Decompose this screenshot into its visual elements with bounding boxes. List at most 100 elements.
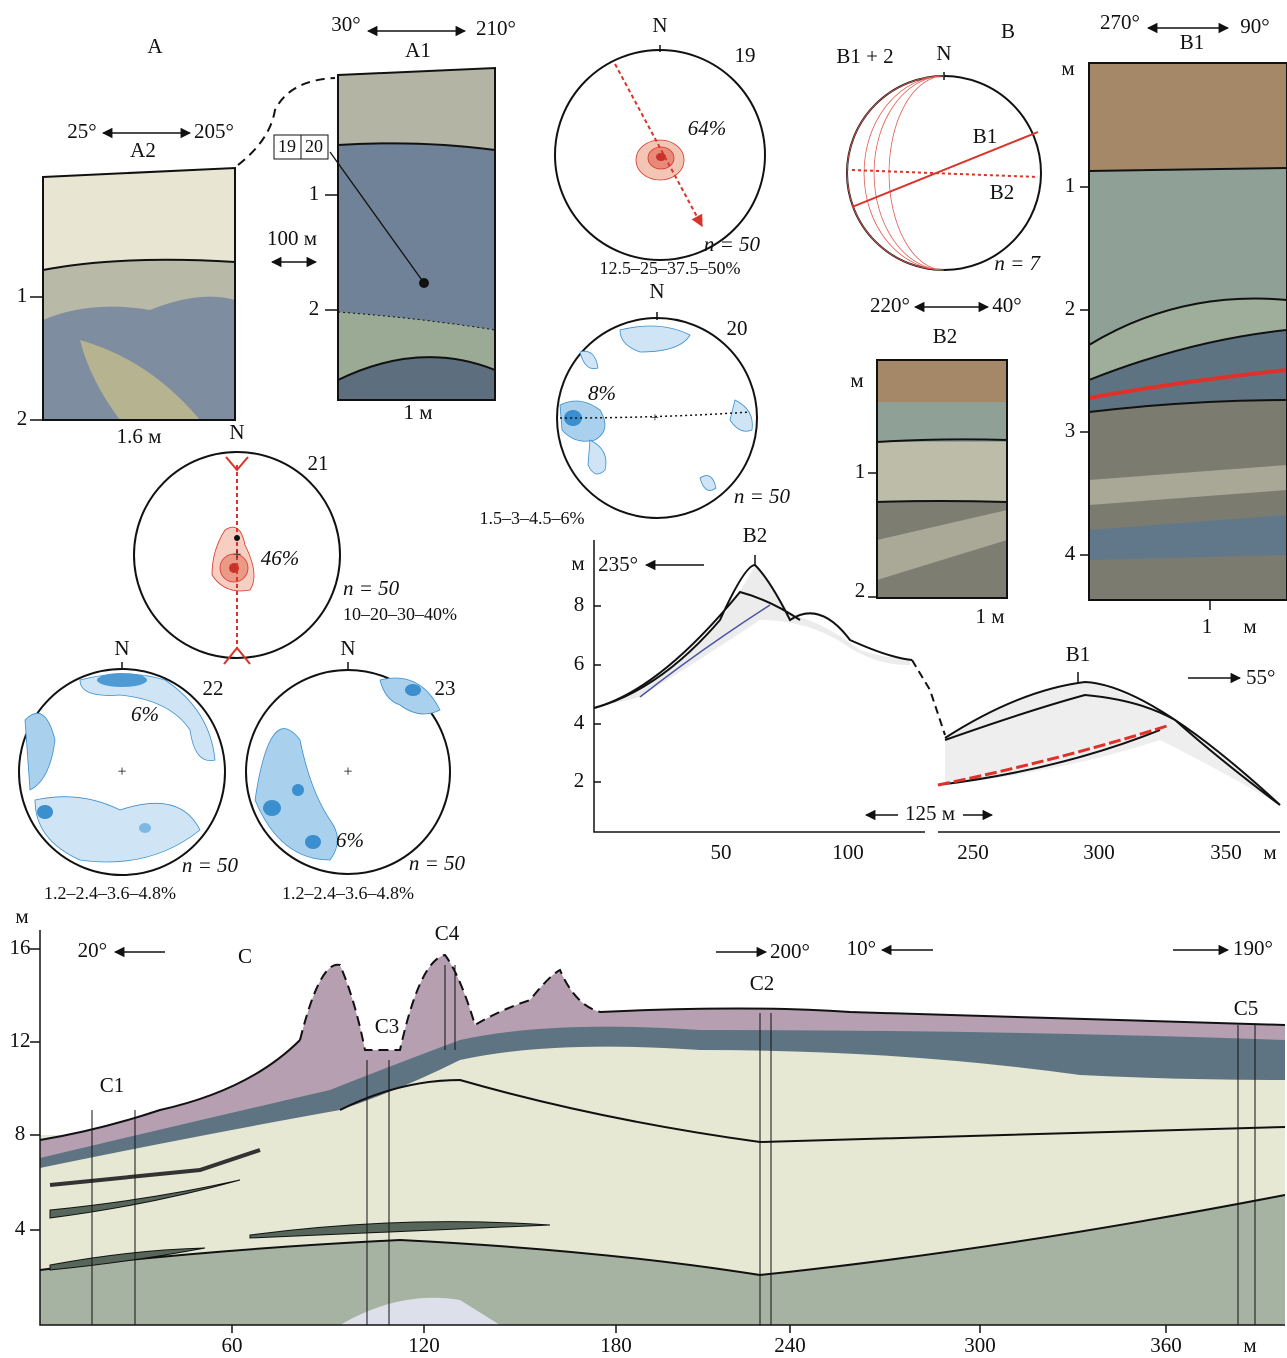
north-label: N bbox=[340, 636, 355, 660]
connector bbox=[237, 77, 336, 166]
site-label: B1 bbox=[1066, 642, 1091, 666]
unit-label: м bbox=[1243, 614, 1256, 638]
width-label: 1 м bbox=[403, 400, 432, 424]
x-tick-label: 240 bbox=[774, 1333, 806, 1357]
azimuth: 25° bbox=[67, 119, 96, 143]
azimuth: 235° bbox=[598, 552, 638, 576]
n-label: n = 50 bbox=[182, 853, 239, 877]
azimuth: 220° bbox=[870, 293, 910, 317]
y-tick-label: 6 bbox=[574, 651, 585, 675]
stereonet-23: + bbox=[245, 662, 451, 875]
max-label: 46% bbox=[261, 546, 300, 570]
azimuth: 90° bbox=[1240, 14, 1269, 38]
contours-label: 10–20–30–40% bbox=[343, 604, 457, 624]
unit-label: м bbox=[850, 368, 863, 392]
y-tick-label: 4 bbox=[574, 710, 585, 734]
depth-label: 2 bbox=[309, 296, 320, 320]
unit-label: м bbox=[1061, 56, 1074, 80]
svg-text:+: + bbox=[232, 547, 241, 564]
x-tick-label: 250 bbox=[957, 840, 989, 864]
depth-label: 1 bbox=[309, 181, 320, 205]
y-tick-label: 12 bbox=[10, 1028, 31, 1052]
x-tick-label: 360 bbox=[1150, 1333, 1182, 1357]
max-label: 6% bbox=[131, 702, 159, 726]
depth-label: 2 bbox=[17, 406, 28, 430]
contours-label: 1.5–3–4.5–6% bbox=[480, 508, 585, 528]
stereonet-number: 23 bbox=[435, 676, 456, 700]
svg-text:+: + bbox=[343, 764, 352, 781]
column-b2 bbox=[876, 359, 1008, 599]
column-a2 bbox=[42, 166, 236, 421]
max-label: 6% bbox=[336, 828, 364, 852]
column-b1 bbox=[1088, 62, 1287, 601]
x-tick-label: 300 bbox=[964, 1333, 996, 1357]
svg-text:+: + bbox=[117, 764, 126, 781]
distance-label: 100 м bbox=[267, 226, 317, 250]
azimuth: 190° bbox=[1233, 936, 1273, 960]
max-label: 64% bbox=[688, 116, 727, 140]
contours-label: 1.2–2.4–3.6–4.8% bbox=[44, 883, 176, 903]
column-a1 bbox=[329, 66, 496, 401]
north-label: N bbox=[936, 41, 951, 65]
max-label: 8% bbox=[588, 381, 616, 405]
column-label: A1 bbox=[405, 38, 431, 62]
stereonet-b bbox=[846, 72, 1042, 271]
x-tick-label: 300 bbox=[1083, 840, 1115, 864]
depth-label: 1 bbox=[1065, 173, 1076, 197]
azimuth: 40° bbox=[992, 293, 1021, 317]
azimuth: 55° bbox=[1246, 665, 1275, 689]
width-label: 1.6 м bbox=[117, 424, 162, 448]
azimuth: 200° bbox=[770, 939, 810, 963]
azimuth: 205° bbox=[194, 119, 234, 143]
site-label: B2 bbox=[743, 523, 768, 547]
azimuth: 30° bbox=[331, 12, 360, 36]
x-tick-label: 350 bbox=[1210, 840, 1242, 864]
column-label: B1 bbox=[1180, 30, 1205, 54]
north-label: N bbox=[652, 13, 667, 37]
site-label: C5 bbox=[1234, 996, 1259, 1020]
depth-label: 2 bbox=[855, 578, 866, 602]
azimuth: 10° bbox=[847, 936, 876, 960]
sample-label: 19 bbox=[278, 136, 296, 156]
svg-text:+: + bbox=[651, 411, 659, 426]
depth-label: 4 bbox=[1065, 541, 1076, 565]
stereonet-20: + bbox=[556, 312, 758, 519]
y-tick-label: 8 bbox=[15, 1121, 26, 1145]
north-label: N bbox=[649, 279, 664, 303]
depth-label: 3 bbox=[1065, 418, 1076, 442]
sample-box bbox=[273, 134, 302, 160]
panel-label: A bbox=[147, 34, 163, 58]
n-label: n = 50 bbox=[704, 232, 761, 256]
y-tick-label: 8 bbox=[574, 592, 585, 616]
x-tick-label: 60 bbox=[222, 1333, 243, 1357]
north-label: N bbox=[114, 636, 129, 660]
y-tick-label: 4 bbox=[15, 1216, 26, 1240]
azimuth: 20° bbox=[78, 938, 107, 962]
site-label: C4 bbox=[435, 921, 460, 945]
y-tick-label: 2 bbox=[574, 768, 585, 792]
stereonet-number: 22 bbox=[203, 676, 224, 700]
column-label: A2 bbox=[130, 138, 156, 162]
stereonet-number: 19 bbox=[735, 43, 756, 67]
n-label: n = 50 bbox=[409, 851, 466, 875]
x-tick-label: 120 bbox=[408, 1333, 440, 1357]
panel-label: C bbox=[238, 944, 252, 968]
unit-label: м bbox=[571, 551, 584, 575]
x-tick-label: 180 bbox=[600, 1333, 632, 1357]
y-tick-label: 16 bbox=[10, 935, 31, 959]
stereonet-21: + bbox=[133, 451, 341, 665]
section-c bbox=[30, 930, 1286, 1333]
contours-label: 1.2–2.4–3.6–4.8% bbox=[282, 883, 414, 903]
line-label: B2 bbox=[990, 180, 1015, 204]
profile-b bbox=[593, 540, 1281, 833]
width-label: 1 bbox=[1202, 614, 1213, 638]
site-label: C3 bbox=[375, 1014, 400, 1038]
site-label: C1 bbox=[100, 1073, 125, 1097]
n-label: n = 50 bbox=[343, 576, 400, 600]
azimuth: 210° bbox=[476, 16, 516, 40]
x-tick-label: 50 bbox=[711, 840, 732, 864]
stereonet-22: + bbox=[18, 662, 226, 876]
n-label: n = 7 bbox=[994, 251, 1041, 275]
sample-box bbox=[300, 134, 329, 160]
